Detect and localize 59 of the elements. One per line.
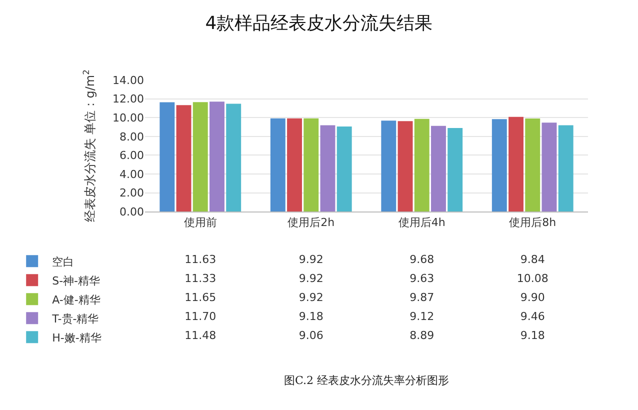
y-tick-label: 10.00: [112, 111, 144, 124]
y-tick-label: 4.00: [120, 168, 144, 181]
data-label: 11.65: [184, 291, 216, 304]
bar: [210, 102, 224, 212]
data-label: 9.46: [520, 310, 545, 324]
data-label: 9.06: [298, 329, 324, 342]
bar: [542, 122, 557, 212]
bar: [192, 102, 208, 212]
bar: [270, 118, 286, 212]
legend-label: 空白: [52, 255, 74, 268]
data-label: 9.68: [410, 253, 434, 266]
data-label: 8.89: [410, 329, 434, 342]
data-label: 11.63: [184, 253, 216, 266]
data-label: 9.87: [410, 291, 434, 304]
x-tick-label: 使用后8h: [509, 216, 556, 229]
bar: [431, 126, 446, 212]
y-tick-label: 8.00: [120, 130, 144, 144]
bar: [226, 104, 242, 212]
legend-label: A-健-精华: [52, 293, 100, 306]
data-label: 9.90: [520, 291, 545, 304]
data-label: 9.92: [298, 253, 324, 266]
data-label: 9.84: [520, 253, 545, 266]
legend-label: H-嫩-精华: [52, 331, 102, 344]
bar: [508, 116, 524, 212]
data-label: 9.18: [520, 329, 545, 342]
bar: [398, 121, 413, 212]
data-label: 9.12: [410, 310, 434, 324]
chart-title: 4款样品经表皮水分流失结果: [205, 13, 433, 34]
text: 图C.2 经表皮水分流失率分析图形: [284, 374, 450, 387]
legend-label: S-神-精华: [52, 274, 100, 288]
x-tick-label: 使用后2h: [288, 216, 335, 229]
data-label: 9.92: [298, 272, 324, 286]
data-label: 10.08: [516, 272, 548, 286]
data-label: 9.63: [410, 272, 434, 286]
y-tick-label: 12.00: [112, 92, 144, 106]
bar: [525, 118, 540, 212]
data-label: 11.33: [184, 272, 216, 286]
legend-label: T-贵-精华: [51, 312, 99, 326]
bar: [176, 105, 192, 212]
bar: [558, 125, 574, 212]
x-tick-label: 使用后4h: [398, 216, 446, 229]
data-label: 9.92: [298, 291, 324, 304]
bar: [414, 118, 430, 212]
bar: [492, 119, 507, 212]
bar: [160, 102, 175, 212]
x-tick-label: 使用前: [184, 216, 217, 229]
bar: [448, 128, 463, 212]
bar: [304, 118, 319, 212]
data-label: 11.48: [184, 329, 216, 342]
bar: [336, 126, 352, 212]
bar: [287, 118, 302, 212]
y-tick-label: 14.00: [112, 74, 144, 87]
bar: [320, 125, 336, 212]
bar: [381, 120, 396, 212]
data-label: 9.18: [298, 310, 324, 324]
y-tick-label: 2.00: [120, 186, 144, 200]
y-tick-label: 6.00: [120, 149, 144, 162]
data-label: 11.70: [184, 310, 216, 324]
y-tick-label: 0.00: [120, 205, 144, 218]
